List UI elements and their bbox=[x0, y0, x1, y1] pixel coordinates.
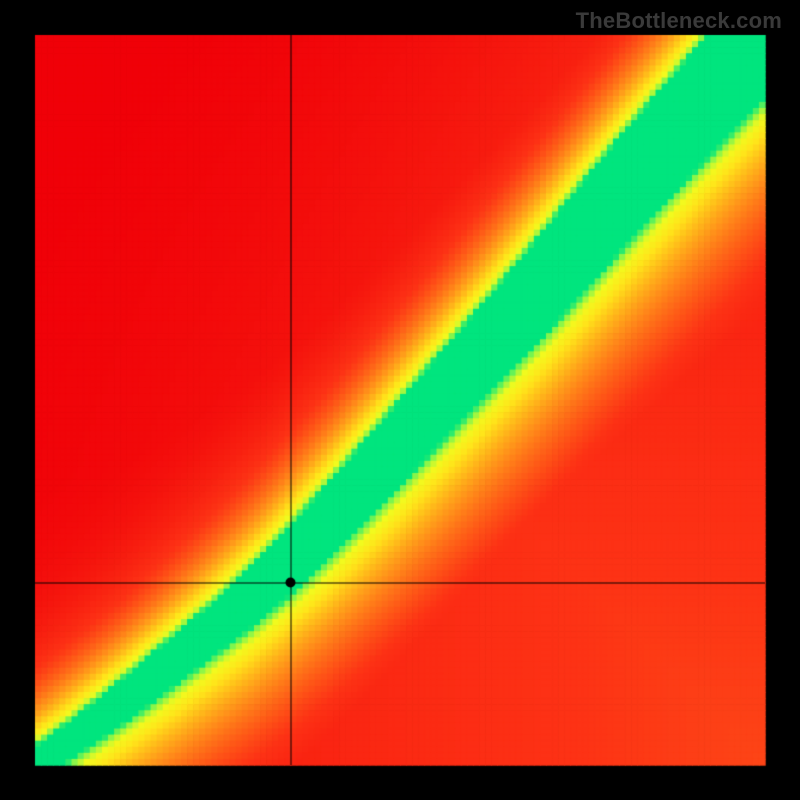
watermark-text: TheBottleneck.com bbox=[576, 8, 782, 34]
bottleneck-heatmap bbox=[0, 0, 800, 800]
